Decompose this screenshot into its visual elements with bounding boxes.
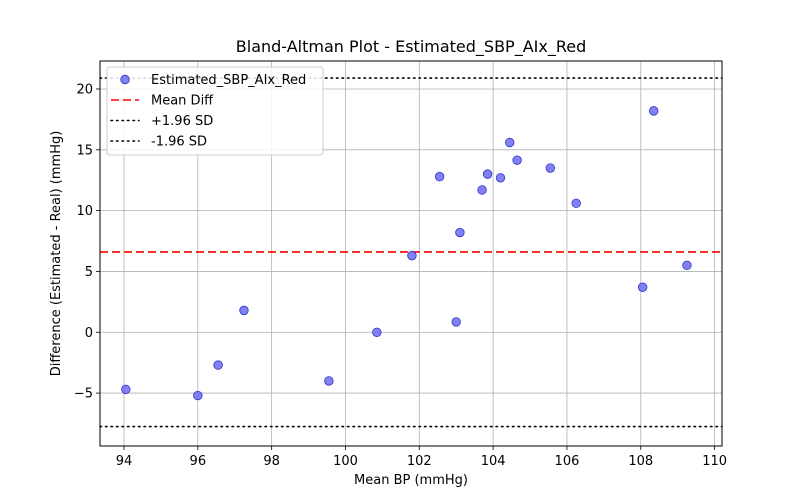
- data-point: [434, 171, 445, 182]
- data-point: [682, 260, 692, 271]
- x-tick-label: 106: [555, 454, 580, 469]
- data-point: [545, 163, 556, 173]
- data-point: [571, 198, 581, 209]
- data-point: [213, 360, 223, 370]
- data-point: [477, 185, 487, 195]
- x-tick-label: 94: [116, 454, 133, 469]
- y-tick-label: 15: [76, 143, 93, 158]
- x-tick-label: 108: [628, 454, 653, 469]
- legend-marker-point: [120, 74, 130, 85]
- x-tick-label: 102: [407, 454, 432, 469]
- data-point: [455, 227, 465, 238]
- data-point: [407, 250, 417, 261]
- legend: Estimated_SBP_AIx_Red Mean Diff +1.96 SD -1…: [106, 66, 324, 156]
- data-point: [482, 169, 493, 179]
- legend-label: Estimated_SBP_AIx_Red: [151, 73, 306, 88]
- reference-lines: [99, 77, 723, 428]
- scatter-points: [121, 106, 692, 401]
- data-point: [637, 282, 648, 292]
- x-tick-label: 110: [702, 454, 727, 469]
- y-tick-label: 0: [85, 326, 93, 341]
- legend-label: Mean Diff: [151, 94, 214, 109]
- legend-label: -1.96 SD: [151, 135, 207, 150]
- legend-label: +1.96 SD: [151, 114, 213, 129]
- y-tick-label: −5: [74, 387, 93, 402]
- x-tick-label: 104: [481, 454, 506, 469]
- legend-box: [106, 66, 324, 156]
- y-axis-title: Difference (Estimated - Real) (mmHg): [49, 131, 64, 377]
- x-tick-label: 96: [190, 454, 207, 469]
- grid: [100, 61, 722, 446]
- data-point: [451, 317, 461, 327]
- data-point: [324, 376, 334, 386]
- y-tick-label: 10: [76, 204, 93, 219]
- data-point: [193, 390, 203, 401]
- data-point: [372, 327, 382, 337]
- y-tick-label: 20: [76, 82, 93, 97]
- data-point: [239, 305, 249, 316]
- data-point: [649, 106, 659, 116]
- x-tick-label: 98: [263, 454, 280, 469]
- x-tick-label: 100: [333, 454, 358, 469]
- data-point: [121, 384, 131, 395]
- x-axis-title: Mean BP (mmHg): [354, 473, 468, 488]
- data-point: [512, 155, 522, 165]
- data-point: [495, 173, 506, 183]
- y-tick-label: 5: [85, 265, 93, 280]
- axis-ticks: 94 96 98 100 102 104 106 108 110 −5 0 5 10 15 20: [74, 82, 727, 469]
- chart-title: Bland-Altman Plot - Estimated_SBP_AIx_Re…: [236, 37, 586, 57]
- plot-area-frame: [99, 60, 723, 447]
- data-point: [505, 137, 515, 148]
